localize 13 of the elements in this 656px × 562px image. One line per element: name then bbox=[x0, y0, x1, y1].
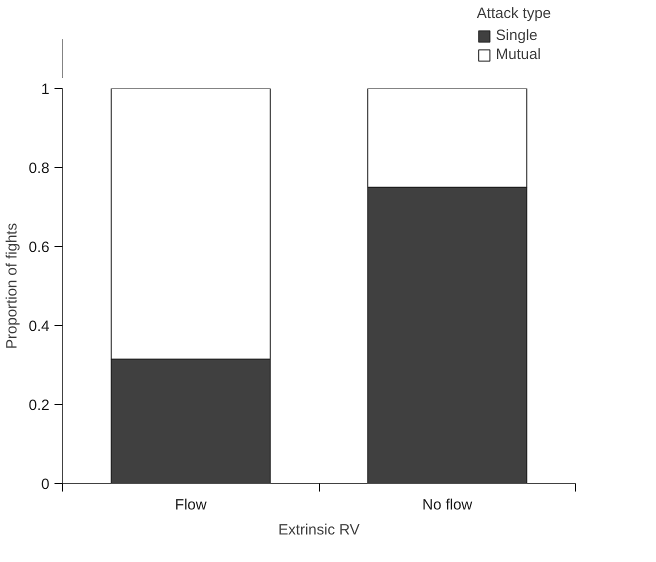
x-axis-title: Extrinsic RV bbox=[278, 522, 360, 538]
x-tick-label: Flow bbox=[174, 496, 207, 514]
y-tick-label: 0.2 bbox=[28, 397, 50, 414]
y-tick-label: 0.4 bbox=[28, 318, 50, 335]
y-tick-label: 0 bbox=[41, 476, 50, 493]
x-tick-label: No flow bbox=[422, 496, 472, 514]
legend-label: Mutual bbox=[496, 46, 541, 63]
y-tick-label: 0.8 bbox=[28, 160, 50, 177]
legend-label: Single bbox=[496, 27, 538, 44]
y-tick-label: 0.6 bbox=[28, 239, 50, 256]
legend-title: Attack type bbox=[476, 5, 551, 22]
y-axis-title: Proportion of fights bbox=[4, 223, 21, 349]
y-tick-label: 1 bbox=[41, 81, 50, 98]
